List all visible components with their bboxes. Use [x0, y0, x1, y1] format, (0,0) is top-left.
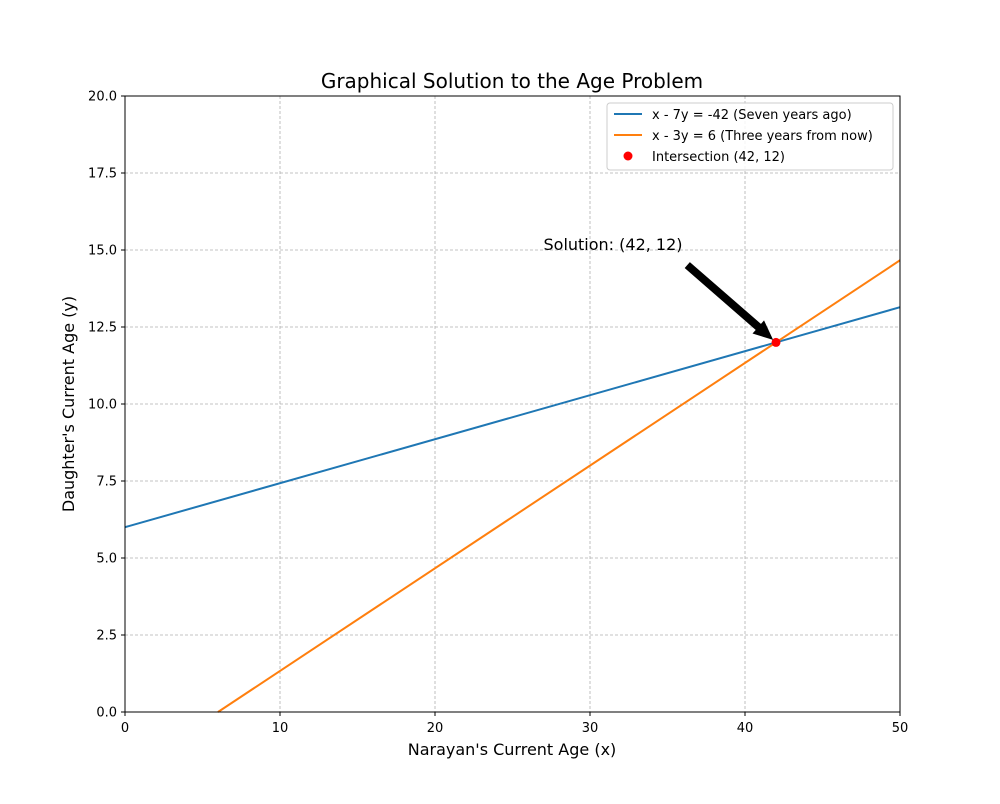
y-tick-label: 15.0 [88, 244, 117, 259]
y-tick-label: 10.0 [88, 398, 117, 413]
legend-label: x - 3y = 6 (Three years from now) [652, 129, 873, 144]
annotation-text: Solution: (42, 12) [544, 235, 683, 254]
x-tick-label: 20 [427, 721, 444, 736]
x-tick-label: 10 [272, 721, 289, 736]
annotation-arrow [684, 262, 774, 340]
series-layer [124, 259, 901, 713]
y-tick-label: 7.5 [96, 475, 117, 490]
x-tick-label: 0 [121, 721, 129, 736]
y-tick-label: 17.5 [88, 167, 117, 182]
annotation-layer: Solution: (42, 12) [544, 235, 774, 340]
y-tick-label: 5.0 [96, 552, 117, 567]
series-line-1 [124, 306, 901, 529]
y-tick-label: 2.5 [96, 629, 117, 644]
y-tick-label: 12.5 [88, 321, 117, 336]
legend-label: Intersection (42, 12) [652, 150, 785, 165]
x-tick-label: 30 [582, 721, 599, 736]
x-tick-label: 40 [737, 721, 754, 736]
y-axis-label: Daughter's Current Age (y) [59, 296, 78, 512]
legend-label: x - 7y = -42 (Seven years ago) [652, 108, 852, 123]
legend: x - 7y = -42 (Seven years ago) x - 3y = 6… [606, 102, 894, 171]
series-line-2 [217, 259, 901, 713]
legend-box [606, 102, 894, 171]
axis-ticks: 0 10 20 30 40 50 0.0 2.5 5.0 7.5 10.0 12.5 15.0 17.5 2… [88, 90, 908, 737]
grid [124, 95, 901, 713]
y-tick-label: 20.0 [88, 90, 117, 105]
legend-swatch-marker [623, 151, 633, 161]
intersection-point [771, 337, 781, 347]
y-tick-label: 0.0 [96, 706, 117, 721]
chart-title: Graphical Solution to the Age Problem [321, 69, 703, 93]
x-tick-label: 50 [892, 721, 909, 736]
x-axis-label: Narayan's Current Age (x) [408, 740, 617, 759]
